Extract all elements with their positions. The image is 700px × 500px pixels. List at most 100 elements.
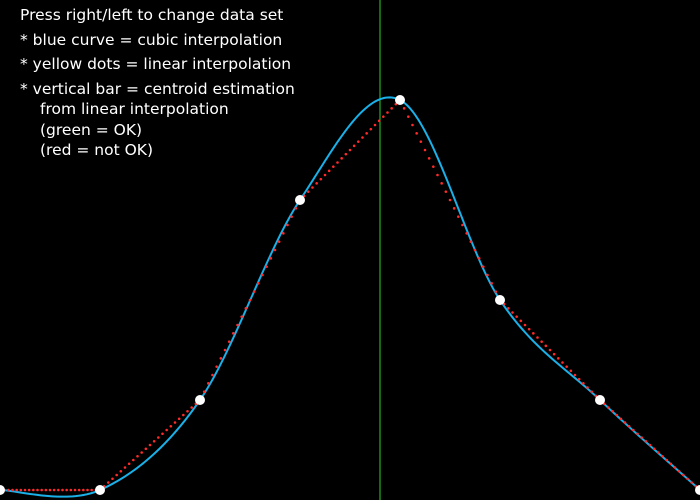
linear-dot <box>486 273 489 277</box>
linear-dot <box>427 157 431 160</box>
linear-dot <box>65 488 68 492</box>
linear-dot <box>169 424 173 428</box>
linear-dot <box>319 177 323 181</box>
linear-dot <box>686 477 689 481</box>
linear-dot <box>552 352 556 356</box>
linear-dot <box>307 190 310 193</box>
linear-dot <box>223 348 227 352</box>
linear-dot <box>332 165 335 168</box>
linear-dot <box>477 257 481 260</box>
linear-dot <box>240 315 243 318</box>
linear-dot <box>415 132 418 135</box>
linear-dot <box>407 115 410 118</box>
linear-dot <box>469 240 473 243</box>
linear-dot <box>677 469 681 473</box>
linear-dot <box>440 182 443 185</box>
linear-dot <box>369 127 373 131</box>
linear-dot <box>336 161 339 164</box>
instruction-change-data-set: Press right/left to change data set <box>20 6 284 24</box>
control-point[interactable] <box>495 295 505 305</box>
linear-dot <box>627 424 631 428</box>
linear-dot <box>165 428 168 432</box>
linear-dot <box>44 488 48 492</box>
linear-dot <box>582 382 585 385</box>
linear-dot <box>252 290 256 293</box>
linear-dot <box>357 140 360 143</box>
linear-dot <box>586 386 589 389</box>
linear-dot <box>644 439 648 443</box>
linear-dot <box>57 488 60 492</box>
linear-dot <box>311 186 314 189</box>
linear-dot <box>69 488 73 492</box>
linear-dot <box>561 361 564 364</box>
control-point[interactable] <box>295 195 305 205</box>
legend-green-ok: (green = OK) <box>40 120 143 139</box>
linear-dot <box>665 458 668 462</box>
linear-dot <box>52 488 56 492</box>
linear-dot <box>482 265 485 268</box>
linear-dot <box>23 488 27 492</box>
linear-dot <box>340 157 343 160</box>
linear-dot <box>457 215 460 218</box>
linear-dot <box>673 466 677 469</box>
linear-dot <box>682 473 685 477</box>
linear-dot <box>132 458 135 462</box>
linear-dot <box>419 140 423 143</box>
control-point[interactable] <box>395 95 405 105</box>
legend-red-not-ok: (red = not OK) <box>40 141 154 160</box>
control-point[interactable] <box>695 485 700 495</box>
linear-dot <box>452 207 456 210</box>
linear-dot <box>652 447 656 451</box>
linear-dot <box>107 481 110 484</box>
linear-dot <box>661 454 664 458</box>
control-point[interactable] <box>195 395 205 405</box>
linear-dot <box>511 311 514 314</box>
linear-dot <box>361 136 364 139</box>
linear-dot <box>282 232 285 235</box>
linear-dot <box>669 462 673 466</box>
linear-dot <box>565 365 568 368</box>
linear-dot <box>136 454 139 458</box>
legend-yellow-dots: * yellow dots = linear interpolation <box>20 55 292 74</box>
linear-dot <box>73 488 77 492</box>
linear-dot <box>577 377 581 381</box>
control-point[interactable] <box>0 485 5 495</box>
linear-dot <box>115 473 118 477</box>
linear-dot <box>273 248 277 252</box>
linear-dot <box>532 332 535 335</box>
linear-dot <box>611 409 614 413</box>
linear-dot <box>207 382 210 385</box>
linear-dot <box>373 123 377 127</box>
linear-dot <box>82 488 85 492</box>
control-point[interactable] <box>95 485 105 495</box>
linear-dot <box>127 462 131 466</box>
linear-dot <box>244 307 248 310</box>
linear-dot <box>382 115 385 118</box>
linear-dot <box>236 323 239 327</box>
instructions-panel: Press right/left to change data set * bl… <box>20 6 295 164</box>
linear-dot <box>182 413 185 417</box>
linear-dot <box>548 348 552 352</box>
linear-dot <box>186 409 189 413</box>
linear-dot <box>40 488 43 492</box>
linear-dot <box>473 248 477 252</box>
linear-dot <box>15 488 18 492</box>
linear-dot <box>352 144 356 148</box>
linear-dot <box>294 207 298 210</box>
linear-dot <box>386 111 389 114</box>
linear-dot <box>27 488 31 492</box>
linear-dot <box>111 477 114 481</box>
linear-dot <box>215 365 218 368</box>
linear-dot <box>423 148 427 152</box>
linear-dot <box>573 373 577 377</box>
linear-dot <box>157 436 160 439</box>
linear-dot <box>119 469 123 473</box>
linear-dot <box>461 223 464 227</box>
linear-dot <box>227 340 231 343</box>
linear-dot <box>161 432 164 436</box>
linear-dot <box>173 421 177 424</box>
linear-dot <box>490 282 493 285</box>
control-point[interactable] <box>595 395 605 405</box>
